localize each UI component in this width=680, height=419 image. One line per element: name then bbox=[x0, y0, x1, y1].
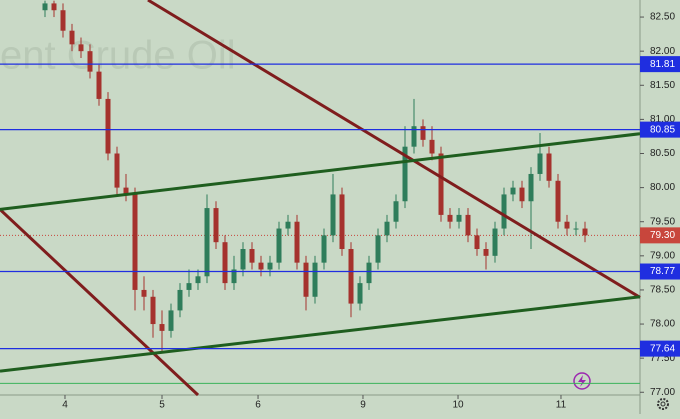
y-tick-label: 78.50 bbox=[650, 285, 675, 296]
y-tick-label: 80.50 bbox=[650, 148, 675, 159]
y-tick-label: 77.50 bbox=[650, 353, 675, 364]
candle-body bbox=[60, 10, 66, 31]
candle-body bbox=[528, 173, 534, 202]
x-tick-label: 10 bbox=[452, 400, 464, 411]
candle-body bbox=[303, 262, 309, 297]
trend-line bbox=[147, 0, 641, 299]
candle-body bbox=[105, 98, 111, 154]
candle-body bbox=[429, 139, 435, 154]
y-tick-label: 81.00 bbox=[650, 114, 675, 125]
candle-body bbox=[438, 153, 444, 215]
x-tick-label: 9 bbox=[360, 400, 366, 411]
candle-body bbox=[258, 262, 264, 270]
y-tick-label: 80.00 bbox=[650, 182, 675, 193]
candle-body bbox=[159, 324, 165, 331]
last-price-tag bbox=[640, 227, 680, 244]
x-tick-label: 11 bbox=[556, 400, 567, 411]
candle-body bbox=[465, 214, 471, 236]
candle-body bbox=[447, 214, 453, 222]
candle-body bbox=[240, 249, 246, 270]
candle-body bbox=[141, 289, 147, 297]
candle-body bbox=[285, 221, 291, 229]
candle-body bbox=[348, 249, 354, 304]
candle-body bbox=[573, 228, 579, 230]
candle-body bbox=[546, 153, 552, 181]
candle-body bbox=[483, 249, 489, 256]
candle-body bbox=[411, 126, 417, 147]
x-tick-label: 4 bbox=[62, 400, 68, 411]
candle-body bbox=[294, 221, 300, 263]
candle-body bbox=[420, 126, 426, 140]
candle-body bbox=[114, 153, 120, 188]
candle-body bbox=[78, 44, 84, 52]
level-label: 77.64 bbox=[650, 343, 675, 354]
candle-body bbox=[375, 235, 381, 263]
candle-body bbox=[69, 30, 75, 45]
candle-body bbox=[312, 262, 318, 297]
candle-body bbox=[456, 214, 462, 222]
candle-body bbox=[501, 194, 507, 229]
candle-body bbox=[564, 221, 570, 229]
y-tick-label: 81.50 bbox=[650, 80, 675, 91]
level-tag bbox=[640, 263, 680, 280]
candle-body bbox=[87, 51, 93, 72]
candle-body bbox=[213, 208, 219, 243]
level-tag bbox=[640, 121, 680, 138]
candle-body bbox=[204, 208, 210, 277]
settings-icon[interactable] bbox=[657, 398, 669, 410]
candle-body bbox=[249, 249, 255, 263]
x-tick-label: 5 bbox=[159, 400, 165, 411]
watermark: ent Crude Oil bbox=[0, 34, 236, 78]
candle-body bbox=[231, 269, 237, 284]
candle-body bbox=[330, 194, 336, 236]
level-label: 81.81 bbox=[650, 59, 675, 70]
candle-body bbox=[186, 283, 192, 290]
level-label: 78.77 bbox=[650, 266, 675, 277]
candle-body bbox=[132, 194, 138, 290]
candle-body bbox=[321, 235, 327, 263]
y-tick-label: 82.00 bbox=[650, 46, 675, 57]
candle-body bbox=[384, 221, 390, 236]
candle-body bbox=[150, 296, 156, 325]
candle-body bbox=[366, 262, 372, 284]
y-tick-label: 79.00 bbox=[650, 250, 675, 261]
y-tick-label: 78.00 bbox=[650, 319, 675, 330]
last-price-label: 79.30 bbox=[650, 230, 675, 241]
candle-body bbox=[276, 228, 282, 263]
lightning-icon[interactable] bbox=[573, 372, 591, 390]
y-tick-label: 82.50 bbox=[650, 12, 675, 23]
candles bbox=[42, 0, 588, 352]
trend-line bbox=[0, 208, 200, 397]
candle-body bbox=[510, 187, 516, 195]
candle-body bbox=[519, 187, 525, 202]
trend-line bbox=[0, 295, 641, 373]
level-tag bbox=[640, 56, 680, 73]
candle-body bbox=[267, 262, 273, 270]
y-tick-label: 77.00 bbox=[650, 387, 675, 398]
y-tick-label: 79.50 bbox=[650, 216, 675, 227]
candle-body bbox=[555, 180, 561, 222]
candle-body bbox=[393, 201, 399, 222]
candle-body bbox=[474, 235, 480, 250]
candle-body bbox=[42, 3, 48, 11]
x-tick-label: 6 bbox=[255, 400, 261, 411]
level-tag bbox=[640, 340, 680, 357]
candle-body bbox=[357, 283, 363, 304]
candle-body bbox=[96, 71, 102, 99]
candle-body bbox=[222, 242, 228, 284]
candle-body bbox=[582, 228, 588, 236]
candle-body bbox=[168, 310, 174, 331]
candle-body bbox=[123, 187, 129, 195]
trend-line bbox=[0, 132, 641, 211]
candle-body bbox=[492, 228, 498, 256]
candle-body bbox=[177, 289, 183, 311]
candle-body bbox=[195, 276, 201, 284]
candle-body bbox=[402, 146, 408, 202]
level-label: 80.85 bbox=[650, 124, 675, 135]
candle-body bbox=[51, 3, 57, 11]
candle-body bbox=[339, 194, 345, 250]
candle-body bbox=[537, 153, 543, 174]
